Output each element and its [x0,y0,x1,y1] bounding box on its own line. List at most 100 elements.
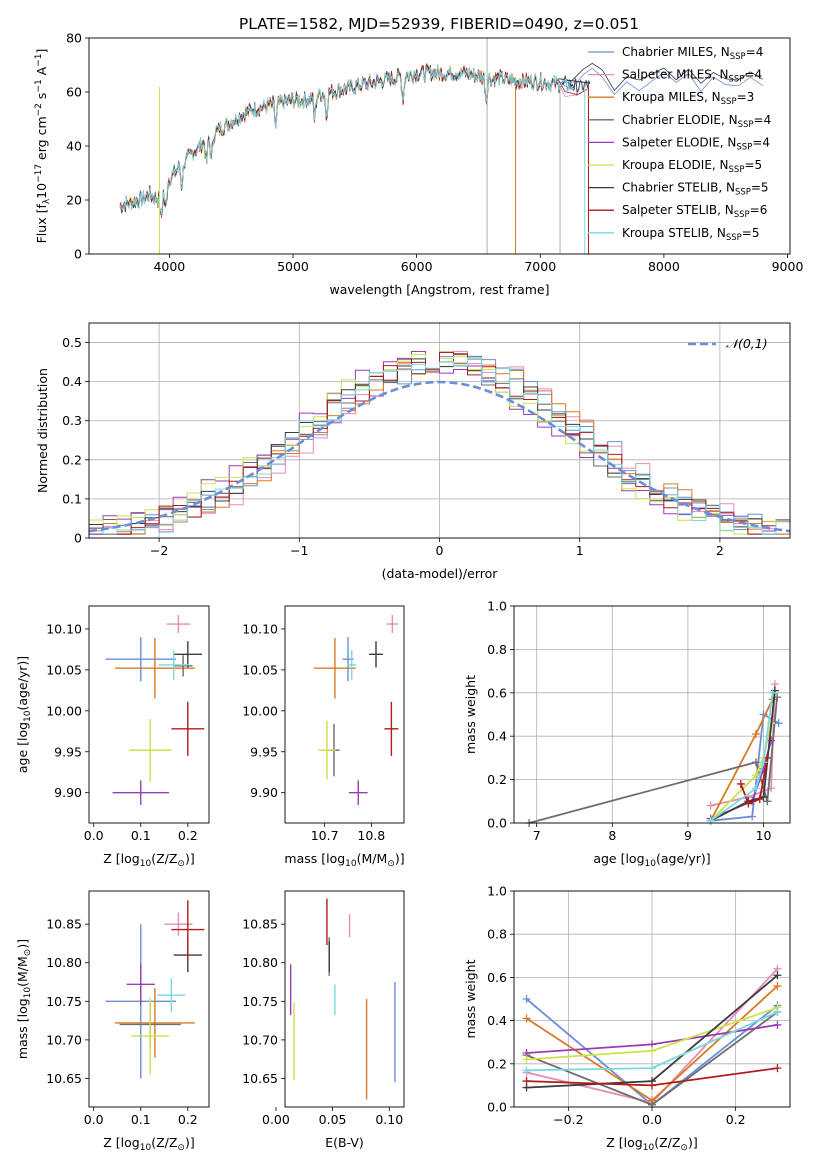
age-mass-ytick-label: 9.90 [250,785,278,800]
mass-Z-frame [88,890,210,1108]
residuals-histogram [89,351,790,535]
residuals-ytick-label: 0 [74,531,82,546]
weight-age-ylabel: mass weight [463,675,478,754]
mass-Z-ytick-label: 10.70 [46,1032,82,1047]
mass-EBV-xtick-label: 0.10 [375,1112,403,1127]
residuals-xlabel: (data-model)/error [382,566,499,581]
weight-age-frame [513,605,791,824]
age-mass-ytick-label: 10.00 [242,703,278,718]
spectrum-ytick-label: 0 [74,247,82,262]
spectrum-xtick-label: 8000 [648,259,680,274]
spectrum-ytick-label: 80 [66,31,82,46]
residuals-ytick-label: 0.1 [62,491,82,506]
weight-Z-xtick-label: 0.0 [642,1112,662,1127]
weight-Z-series-marker [773,1064,782,1073]
figure-title: PLATE=1582, MJD=52939, FIBERID=0490, z=0… [239,15,639,33]
weight-age-series-marker [774,719,783,728]
age-mass-ytick-label: 10.05 [242,662,278,677]
age-vs-mass-panel: 10.7 10.8 9.90 9.95 10.00 10.05 10.10 mass [log… [242,605,405,869]
weight-age-series-marker [751,771,760,780]
residuals-legend-label: 𝒩(0,1) [726,336,768,351]
mass-Z-ytick-label: 10.80 [46,955,82,970]
age-Z-ytick-label: 10.00 [46,703,82,718]
weight-age-series-marker [706,801,715,810]
weight-age-series-marker [755,795,764,804]
weight-age-series-line [739,757,769,805]
residuals-xtick-label: 1 [576,543,584,558]
residuals-ytick-label: 0.4 [62,374,82,389]
weight-age-ytick-label: 0.8 [487,642,507,657]
weight-age-xtick-label: 8 [608,828,616,843]
residuals-histogram [89,357,790,535]
weight-age-series-line [528,697,778,824]
residuals-ytick-label: 0.2 [62,452,82,467]
weight-age-series-marker [767,736,776,745]
residuals-ytick-label: 0.5 [62,335,82,350]
age-vs-metallicity-panel: 0.0 0.1 0.2 9.90 9.95 10.00 10.05 10.10 Z [log10… [15,605,210,869]
weight-age-xtick-label: 10 [756,828,772,843]
mass-Z-ytick-label: 10.75 [46,994,82,1009]
age-Z-xtick-label: 0.0 [84,828,104,843]
residuals-frame [88,322,791,539]
spectrum-panel: 4000 5000 6000 7000 8000 9000 0 20 40 60 80 wavelen… [34,31,803,298]
weight-Z-xtick-label: 0.2 [726,1112,746,1127]
weight-Z-ytick-label: 0.2 [487,1056,507,1071]
weight-age-series-marker [759,758,768,767]
age-mass-xtick-label: 10.7 [311,828,339,843]
weight-age-series-marker [751,730,760,739]
mass-weight-vs-metallicity-panel: −0.2 0.0 0.2 0.0 0.2 0.4 0.6 0.8 1.0 Z [log10(Z/Z… [463,884,791,1153]
spectrum-legend-label: Salpeter MILES, NSSP=4 [622,68,762,85]
spectrum-xtick-label: 6000 [401,259,433,274]
weight-age-xtick-label: 9 [684,828,692,843]
spectrum-line [119,64,588,219]
weight-Z-series-marker [648,1100,656,1109]
weight-age-series-marker [748,812,757,821]
residuals-xtick-label: 0 [436,543,444,558]
weight-Z-ytick-label: 1.0 [487,884,507,899]
weight-age-series-marker [744,799,753,808]
age-mass-ytick-label: 9.95 [250,744,278,759]
age-Z-xlabel: Z [log10(Z/Z⊙)] [103,851,194,869]
mass-weight-vs-age-panel: 7 8 9 10 0.0 0.2 0.4 0.6 0.8 1.0 age [log10(age/yr… [463,599,791,869]
age-mass-frame [284,605,405,824]
mass-Z-xtick-label: 0.0 [84,1112,104,1127]
mass-EBV-xtick-label: 0.05 [319,1112,347,1127]
residuals-xtick-label: −1 [290,543,308,558]
residuals-xtick-label: −2 [150,543,168,558]
spectrum-line [119,64,555,218]
weight-age-ytick-label: 0.2 [487,772,507,787]
weight-Z-series-marker [773,971,782,980]
residuals-normal-curve [88,380,791,533]
spectrum-xlabel: wavelength [Angstrom, rest frame] [329,282,549,297]
spectrum-xtick-label: 7000 [524,259,556,274]
mass-Z-xtick-label: 0.2 [178,1112,198,1127]
mass-vs-metallicity-panel: 0.0 0.1 0.2 10.65 10.70 10.75 10.80 10.85 Z [log… [15,890,210,1153]
spectrum-line [119,65,552,218]
age-Z-xtick-label: 0.1 [131,828,151,843]
spectrum-frame [88,37,791,255]
residuals-xtick-label: 2 [716,543,724,558]
spectrum-legend-label: Kroupa MILES, NSSP=3 [622,90,754,107]
weight-Z-series-marker [648,1064,656,1073]
age-mass-xtick-label: 10.8 [357,828,385,843]
spectrum-line [119,64,548,218]
age-Z-ytick-label: 10.10 [46,621,82,636]
mass-EBV-ytick-label: 10.65 [242,1071,278,1086]
weight-age-series-marker [768,688,777,697]
spectrum-ytick-label: 60 [66,85,82,100]
weight-Z-series-marker [648,1046,656,1055]
spectrum-legend-label: Salpeter STELIB, NSSP=6 [622,203,767,220]
weight-Z-series-marker [773,1007,782,1016]
residual-histogram-panel: −2 −1 0 1 2 0 0.1 0.2 0.3 0.4 0.5 𝒩(0,1) (data-model… [35,322,791,581]
spectrum-ylabel: Flux [fλ10−17 erg cm−2 s−1 A−1] [34,49,52,244]
spectrum-legend-label: Chabrier ELODIE, NSSP=4 [622,113,771,130]
age-Z-ytick-label: 10.05 [46,662,82,677]
weight-Z-series-marker [522,1014,531,1023]
residuals-ytick-label: 0.3 [62,413,82,428]
age-Z-frame [88,605,210,824]
weight-Z-series-marker [522,995,531,1003]
spectrum-xtick-label: 9000 [772,259,804,274]
weight-Z-series-marker [522,1055,531,1064]
weight-age-xlabel: age [log10(age/yr)] [593,851,710,869]
